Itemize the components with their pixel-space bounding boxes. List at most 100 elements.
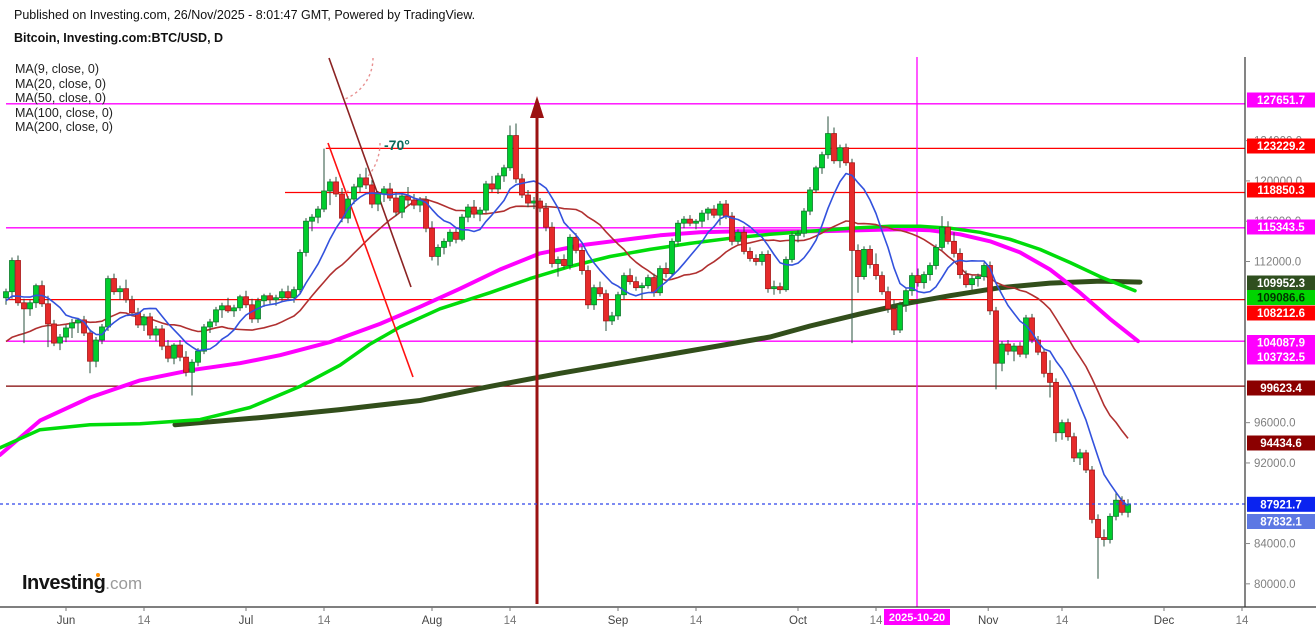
candle	[669, 240, 675, 274]
logo-text-secondary: .com	[105, 574, 143, 593]
candle	[999, 343, 1005, 364]
candle	[261, 295, 267, 302]
candle	[873, 264, 879, 276]
candle	[333, 181, 339, 195]
candle	[387, 188, 393, 199]
ma50-line[interactable]	[0, 224, 1137, 450]
angle-arc-1	[343, 57, 374, 100]
candle	[411, 199, 417, 206]
candle	[1059, 422, 1065, 434]
candle	[9, 260, 15, 293]
candle	[501, 167, 507, 177]
instrument-title: Bitcoin, Investing.com:BTC/USD, D	[14, 31, 224, 45]
candle	[267, 295, 273, 301]
candle	[843, 147, 849, 164]
legend-ma200[interactable]: MA(200, close, 0)	[15, 120, 113, 134]
candle	[825, 133, 831, 156]
ma200-line[interactable]	[172, 278, 1143, 428]
price-label-bg	[1247, 275, 1315, 291]
candle	[909, 275, 915, 292]
ma100-line[interactable]	[0, 227, 1140, 457]
candle	[483, 183, 489, 211]
candle	[75, 319, 81, 324]
ma9-line[interactable]	[5, 172, 1129, 507]
candle	[951, 240, 957, 254]
price-axis-labels: 127651.7 123229.2 118850.3 115343.5 109952.3…	[1247, 92, 1315, 529]
logo-orange-dot-icon	[96, 573, 100, 577]
price-label: 109952.3	[1257, 278, 1305, 290]
candle	[3, 291, 9, 299]
candle	[357, 177, 363, 188]
candle	[609, 315, 615, 322]
candle	[513, 135, 519, 180]
candle	[633, 281, 639, 289]
time-axis[interactable]: Jun 14 Jul 14 Aug 14 Sep 14 Oct 14 Nov 14 Dec 14 2025-…	[57, 607, 1249, 627]
candlestick-series[interactable]	[3, 116, 1131, 579]
time-label-month: Nov	[978, 615, 999, 627]
legend-ma100[interactable]: MA(100, close, 0)	[15, 105, 113, 120]
price-label: 109086.6	[1257, 293, 1305, 305]
candle	[477, 209, 483, 215]
candle	[243, 296, 249, 306]
candle	[57, 336, 63, 344]
price-tick-label: 84000.0	[1254, 539, 1296, 551]
candle	[1053, 381, 1059, 434]
candle	[231, 307, 237, 312]
legend-ma9[interactable]: MA(9, close, 0)	[15, 62, 100, 76]
ma20-line[interactable]	[5, 198, 1129, 439]
price-level-lines[interactable]	[6, 103, 1245, 387]
up-arrow-head-icon	[530, 96, 544, 118]
candle	[279, 291, 285, 299]
candle	[597, 287, 603, 295]
price-label: 127651.7	[1257, 95, 1305, 107]
candle	[87, 332, 93, 362]
candle	[225, 305, 231, 312]
published-line: Published on Investing.com, 26/Nov/2025 …	[14, 8, 476, 22]
candle	[1107, 515, 1113, 540]
candle	[1041, 351, 1047, 374]
candle	[591, 287, 597, 306]
candle	[309, 216, 315, 222]
candle	[339, 193, 345, 219]
candle	[363, 177, 369, 186]
candle	[393, 197, 399, 213]
candle	[321, 190, 327, 210]
legend-ma20[interactable]: MA(20, close, 0)	[15, 76, 107, 91]
candle	[519, 178, 525, 196]
price-label-bg	[1247, 92, 1315, 108]
event-date-label-bg	[884, 609, 950, 625]
logo-text-primary: Investing	[22, 572, 106, 594]
candle	[915, 275, 921, 284]
candle	[795, 232, 801, 236]
price-label-bg	[1247, 305, 1315, 321]
candle	[27, 302, 33, 310]
candle	[351, 186, 357, 200]
candle	[123, 288, 129, 301]
candle	[765, 254, 771, 290]
candle	[621, 275, 627, 296]
candle	[573, 236, 579, 251]
candle	[1101, 537, 1107, 540]
candle	[201, 326, 207, 352]
candle	[447, 231, 453, 242]
candle	[63, 327, 69, 338]
candle	[111, 278, 117, 293]
candle	[369, 184, 375, 205]
trend-line-1[interactable]	[328, 57, 412, 288]
candle	[1089, 469, 1095, 520]
legend-ma50[interactable]: MA(50, close, 0)	[15, 91, 107, 105]
candle	[723, 203, 729, 217]
time-label-month: Oct	[789, 615, 808, 627]
time-label-day: 14	[318, 615, 331, 627]
candle	[459, 216, 465, 240]
candle	[837, 147, 843, 162]
price-tick-label: 80000.0	[1254, 579, 1296, 591]
trend-line-2[interactable]	[327, 142, 414, 378]
candle	[423, 199, 429, 229]
price-label: 104087.9	[1257, 338, 1305, 350]
candle	[693, 220, 699, 224]
candle	[1005, 343, 1011, 352]
candle	[777, 286, 783, 291]
